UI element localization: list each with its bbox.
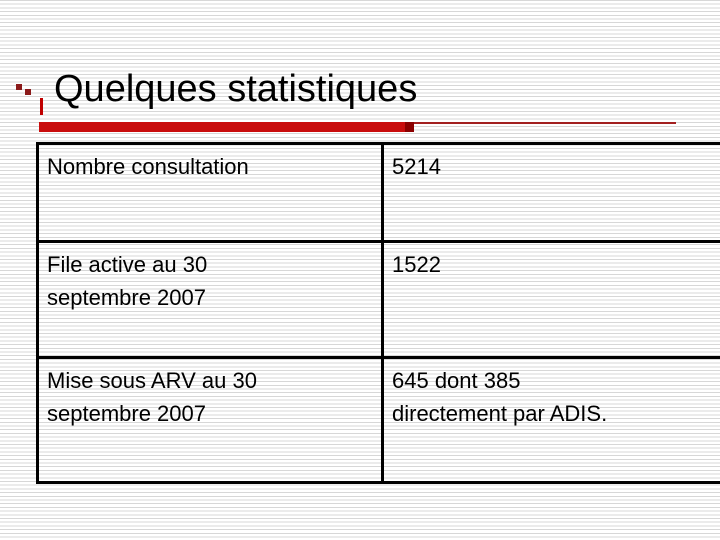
stat-value-mise-sous-arv: 645 dont 385 directement par ADIS.	[381, 356, 720, 484]
stat-label-file-active: File active au 30 septembre 2007	[36, 240, 384, 359]
slide-title: Quelques statistiques	[54, 68, 418, 110]
stat-value-file-active: 1522	[381, 240, 720, 359]
table-row: Mise sous ARV au 30 septembre 2007 645 d…	[36, 356, 720, 484]
title-underline-bar	[39, 122, 405, 132]
decorative-pixel-square	[16, 84, 22, 90]
stat-label-nombre-consultation: Nombre consultation	[36, 142, 384, 243]
statistics-table: Nombre consultation 5214 File active au …	[36, 142, 720, 484]
table-row: Nombre consultation 5214	[36, 142, 720, 243]
table-row: File active au 30 septembre 2007 1522	[36, 240, 720, 359]
stat-label-mise-sous-arv: Mise sous ARV au 30 septembre 2007	[36, 356, 384, 484]
decorative-red-tick	[40, 98, 43, 115]
stat-value-nombre-consultation: 5214	[381, 142, 720, 243]
title-underline-endcap	[405, 122, 414, 132]
decorative-pixel-square	[25, 89, 31, 95]
